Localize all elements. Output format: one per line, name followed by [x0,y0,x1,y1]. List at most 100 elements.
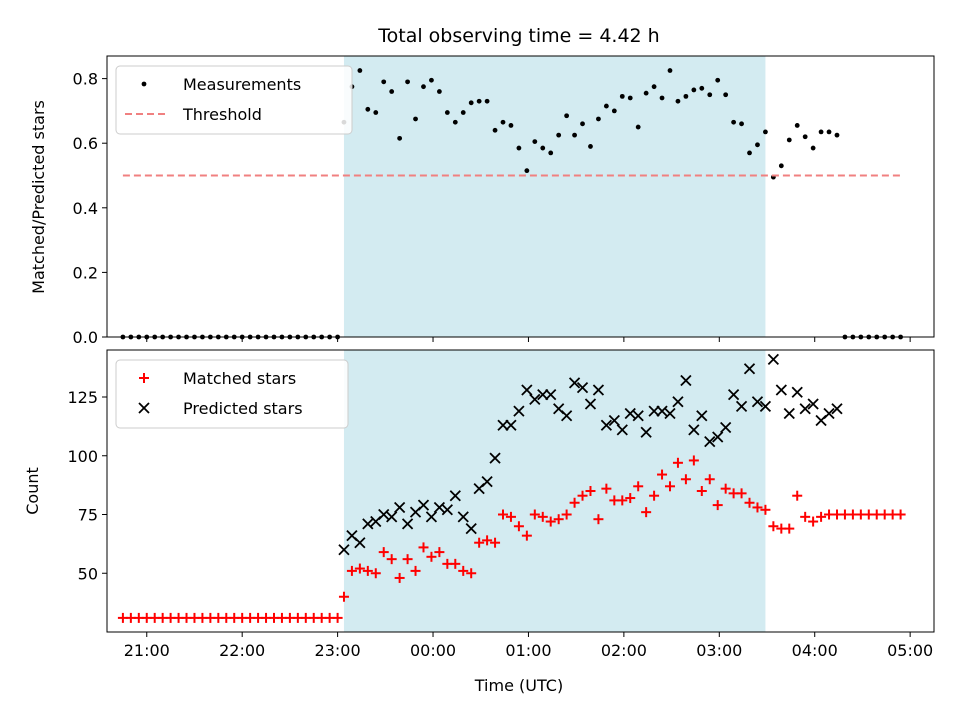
matched-stars-point [386,554,397,565]
matched-stars-point [680,474,691,485]
x-tick-label: 02:00 [601,641,647,660]
matched-stars-point [498,509,509,520]
ratio-panel: 0.00.20.40.60.8 Matched/Predicted stars … [29,55,935,347]
ratio-plot-frame [106,55,935,338]
matched-stars-point [633,481,644,492]
matched-stars-point [362,565,373,576]
matched-stars-point [649,490,660,501]
matched-stars-point [466,568,477,579]
matched-stars-point [736,488,747,499]
matched-stars-point [577,490,588,501]
measurements-point [731,119,737,125]
count-y-axis-label: Count [23,467,42,515]
measurements-point [643,90,649,96]
measurements-point [476,98,482,104]
measurements-point [532,139,538,144]
y-tick-label: 0.0 [73,328,98,347]
x-tick-label: 03:00 [696,641,742,660]
predicted-stars-point [497,419,509,431]
predicted-stars-point [417,499,430,511]
x-tick-label: 00:00 [410,641,456,660]
predicted-stars-point [791,386,803,398]
y-tick-label: 125 [67,388,98,407]
predicted-stars-point [378,508,390,521]
measurements-point [691,87,697,93]
measurements-point [834,132,840,138]
measurements-point [818,129,824,135]
predicted-stars-point [481,475,493,488]
predicted-stars-point [386,511,398,523]
predicted-stars-point [704,436,716,448]
measurements-point [715,77,721,83]
measurements-point [683,93,689,99]
predicted-stars-point [425,511,438,523]
matched-stars-point [553,514,564,525]
y-tick-label: 0.2 [73,263,98,282]
predicted-stars-point [767,353,780,366]
measurements-point [556,132,562,138]
measurements-point [365,106,371,112]
measurements-point [596,116,601,122]
matched-stars-point [545,516,556,527]
matched-stars-point [569,497,580,508]
measurements-point [723,92,729,98]
matched-stars-point [816,511,827,522]
matched-stars-point [704,474,715,485]
measurements-point [564,113,570,119]
predicted-stars-point [720,421,732,434]
count-shaded-region [343,350,766,632]
predicted-stars-point [775,384,787,396]
measurements-point [802,134,808,140]
predicted-stars-point [807,398,819,410]
measurements-point [763,129,768,135]
measurements-point [778,163,784,169]
legend-item: Threshold [125,105,262,124]
measurements-point [627,95,633,101]
matched-stars-point [672,457,683,468]
matched-stars-point [561,509,572,520]
matched-stars-point [617,495,628,506]
matched-stars-point [895,509,906,520]
measurements-point [580,121,585,127]
measurements-point [381,79,387,85]
legend-item: Predicted stars [138,399,303,418]
matched-stars-point [784,523,795,534]
ratio-shaded-region [343,56,766,337]
predicted-stars-point [664,407,676,420]
matched-stars-point [752,502,763,513]
measurements-point [500,119,506,125]
predicted-stars-point [751,396,764,408]
measurements-point [739,121,744,127]
matched-stars-point [696,486,707,496]
matched-stars-point [720,483,731,494]
measurements-point [357,68,363,73]
predicted-stars-point [656,405,668,417]
y-tick-label: 75 [78,506,98,525]
measurements-point [444,110,450,115]
matched-stars-point [458,565,469,576]
predicted-stars-point [521,384,533,396]
measurements-point [516,145,522,151]
measurements-point [524,168,530,174]
measurements-point [611,108,617,114]
predicted-stars-point [823,407,835,420]
matched-stars-point [418,542,429,553]
matched-stars-point [490,537,501,548]
legend-box [115,65,353,135]
measurements-point [826,129,832,135]
predicted-stars-point [632,410,644,422]
matched-stars-point [537,511,548,522]
measurements-point [421,84,426,90]
x-tick-label: 21:00 [124,641,170,660]
legend-item: Matched stars [139,369,296,388]
predicted-stars-point [568,377,581,389]
y-tick-label: 0.6 [73,134,98,153]
matched-stars-point [641,507,652,518]
measurements-point [635,124,641,130]
ratio-y-axis-label: Matched/Predicted stars [29,100,48,294]
predicted-stars-point [831,403,843,415]
measurements-point [755,142,760,148]
count-legend: Matched stars Predicted stars [115,359,349,429]
measurements-point [699,85,705,91]
matched-stars-point [378,547,389,558]
